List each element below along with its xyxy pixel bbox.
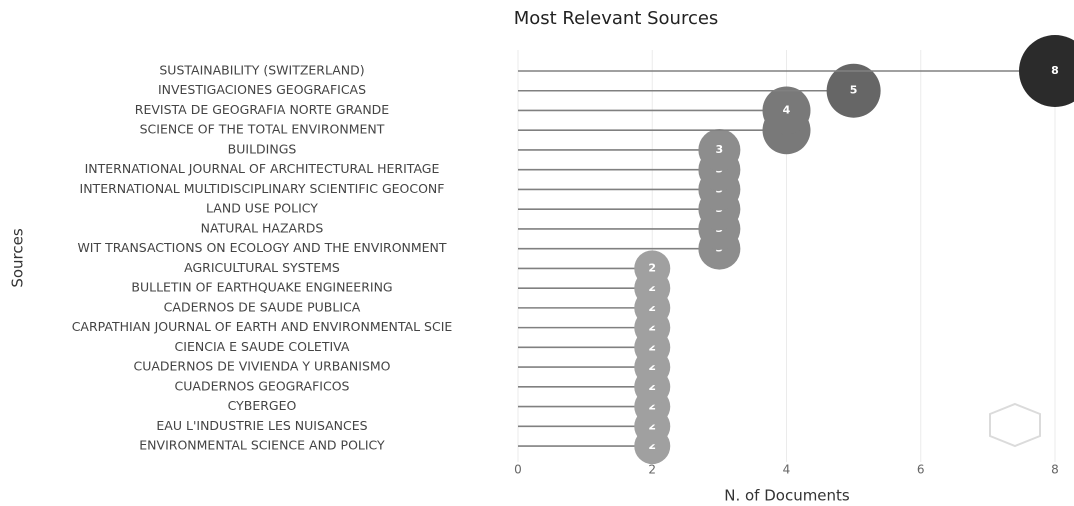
dot [762, 86, 811, 135]
value-label: 8 [1051, 64, 1059, 77]
value-label: 2 [648, 321, 656, 334]
value-label: 2 [648, 281, 656, 294]
y-tick-label: INTERNATIONAL MULTIDISCIPLINARY SCIENTIF… [80, 181, 445, 196]
value-label: 4 [783, 103, 791, 116]
dot [634, 250, 671, 287]
marks: 22222222223333334458 [518, 35, 1074, 465]
dot [698, 128, 741, 171]
y-tick-label: INVESTIGACIONES GEOGRAFICAS [158, 82, 366, 97]
x-tick-label: 8 [1051, 463, 1059, 477]
value-label: 2 [648, 419, 656, 432]
value-label: 2 [648, 340, 656, 353]
chart-title: Most Relevant Sources [514, 8, 719, 29]
y-tick-label: INTERNATIONAL JOURNAL OF ARCHITECTURAL H… [85, 161, 440, 176]
value-label: 2 [648, 261, 656, 274]
value-label: 2 [648, 301, 656, 314]
y-tick-label: NATURAL HAZARDS [201, 220, 324, 235]
y-tick-label: AGRICULTURAL SYSTEMS [184, 260, 340, 275]
value-label: 2 [648, 380, 656, 393]
y-tick-label: REVISTA DE GEOGRAFIA NORTE GRANDE [135, 102, 390, 117]
y-tick-label: CADERNOS DE SAUDE PUBLICA [164, 299, 361, 314]
y-tick-label: SCIENCE OF THE TOTAL ENVIRONMENT [140, 122, 385, 137]
y-tick-label: LAND USE POLICY [206, 201, 318, 216]
watermark [989, 402, 1041, 448]
value-label: 2 [648, 360, 656, 373]
x-axis-title: N. of Documents [724, 487, 850, 505]
value-label: 2 [648, 439, 656, 452]
y-tick-label: BUILDINGS [228, 141, 297, 156]
y-tick-label: CARPATHIAN JOURNAL OF EARTH AND ENVIRONM… [72, 319, 453, 334]
y-tick-label: ENVIRONMENTAL SCIENCE AND POLICY [139, 438, 385, 453]
y-tick-label: EAU L'INDUSTRIE LES NUISANCES [156, 418, 367, 433]
y-tick-label: WIT TRANSACTIONS ON ECOLOGY AND THE ENVI… [77, 240, 446, 255]
y-tick-label: BULLETIN OF EARTHQUAKE ENGINEERING [131, 280, 392, 295]
y-tick-label: SUSTAINABILITY (SWITZERLAND) [159, 63, 364, 78]
x-tick-label: 0 [514, 463, 522, 477]
value-label: 5 [850, 84, 858, 97]
dot [1019, 35, 1074, 107]
y-tick-label: CYBERGEO [228, 398, 297, 413]
value-label: 2 [648, 400, 656, 413]
value-label: 3 [716, 143, 724, 156]
y-axis-title: Sources [9, 228, 27, 288]
x-tick-label: 6 [917, 463, 925, 477]
x-tick-label: 4 [783, 463, 791, 477]
x-tick-label: 2 [648, 463, 656, 477]
grid: 0 2 4 6 8 SUSTAINABILITY (SWITZERLAND) INVESTI… [72, 50, 1059, 477]
y-tick-label: CIENCIA E SAUDE COLETIVA [175, 339, 350, 354]
dot [826, 63, 881, 118]
y-tick-label: CUADERNOS DE VIVIENDA Y URBANISMO [133, 359, 390, 374]
y-tick-label: CUADERNOS GEOGRAFICOS [175, 378, 350, 393]
